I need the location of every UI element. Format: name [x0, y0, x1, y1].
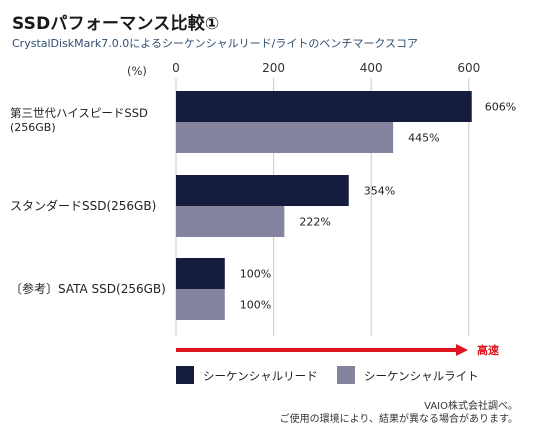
- bar-write: [176, 289, 225, 320]
- bar-read: [176, 91, 472, 122]
- data-label: 445%: [408, 132, 439, 145]
- bar-write: [176, 206, 285, 237]
- footnote-source: VAIO株式会社調べ。: [424, 401, 518, 412]
- data-label: 222%: [299, 216, 330, 229]
- chart-title: SSDパフォーマンス比較①: [12, 14, 220, 34]
- x-tick-label: 200: [262, 61, 285, 75]
- category-label: スタンダードSSD(256GB): [10, 198, 156, 213]
- speed-arrow-label: 高速: [477, 343, 499, 357]
- legend-label-read: シーケンシャルリード: [203, 369, 318, 383]
- data-label: 354%: [364, 185, 395, 198]
- chart-subtitle: CrystalDiskMark7.0.0によるシーケンシャルリード/ライトのベン…: [12, 37, 419, 50]
- x-tick-label: 0: [172, 61, 180, 75]
- axis-unit-label: (%): [127, 64, 147, 78]
- legend-label-write: シーケンシャルライト: [364, 369, 479, 383]
- data-label: 606%: [485, 101, 516, 114]
- bar-read: [176, 175, 349, 206]
- x-tick-label: 400: [360, 61, 383, 75]
- footnote-disclaimer: ご使用の環境により、結果が異なる場合があります。: [279, 414, 518, 425]
- bar-write: [176, 122, 394, 153]
- data-label: 100%: [240, 268, 271, 281]
- data-label: 100%: [240, 299, 271, 312]
- category-label: (256GB): [10, 121, 56, 134]
- x-tick-label: 600: [457, 61, 480, 75]
- legend-swatch-read: [176, 366, 194, 384]
- speed-arrow-head: [456, 344, 468, 356]
- category-label: 〔参考〕SATA SSD(256GB): [10, 281, 166, 296]
- legend-swatch-write: [337, 366, 355, 384]
- bar-read: [176, 258, 225, 289]
- category-label: 第三世代ハイスピードSSD: [10, 106, 148, 120]
